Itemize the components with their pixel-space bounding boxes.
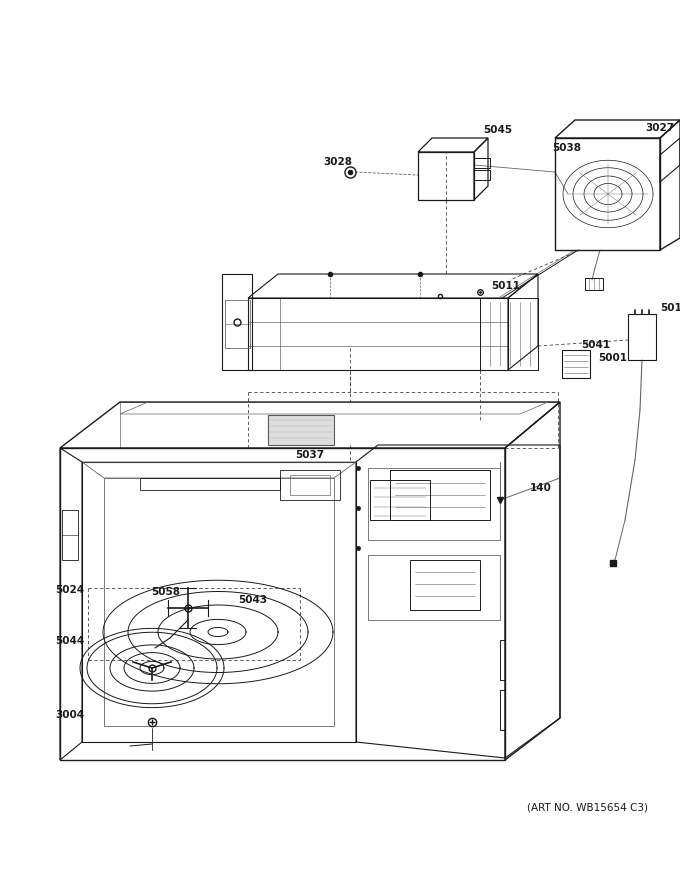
Text: 3028: 3028 (323, 157, 352, 167)
Text: 3004: 3004 (55, 710, 84, 720)
Text: 3027: 3027 (645, 123, 675, 133)
Text: 5043: 5043 (239, 595, 267, 605)
Text: 5024: 5024 (55, 585, 84, 595)
Text: 5037: 5037 (295, 450, 324, 460)
Text: 5011: 5011 (492, 281, 520, 291)
Polygon shape (268, 415, 334, 445)
Text: 140: 140 (530, 483, 552, 493)
Text: 5045: 5045 (483, 125, 513, 135)
Text: 5010: 5010 (660, 303, 680, 313)
Text: 5001: 5001 (598, 353, 628, 363)
Text: 5058: 5058 (152, 587, 180, 597)
Text: 5044: 5044 (55, 636, 84, 646)
Text: 5038: 5038 (552, 143, 581, 153)
Text: 5041: 5041 (581, 340, 611, 350)
Text: (ART NO. WB15654 C3): (ART NO. WB15654 C3) (527, 803, 648, 813)
